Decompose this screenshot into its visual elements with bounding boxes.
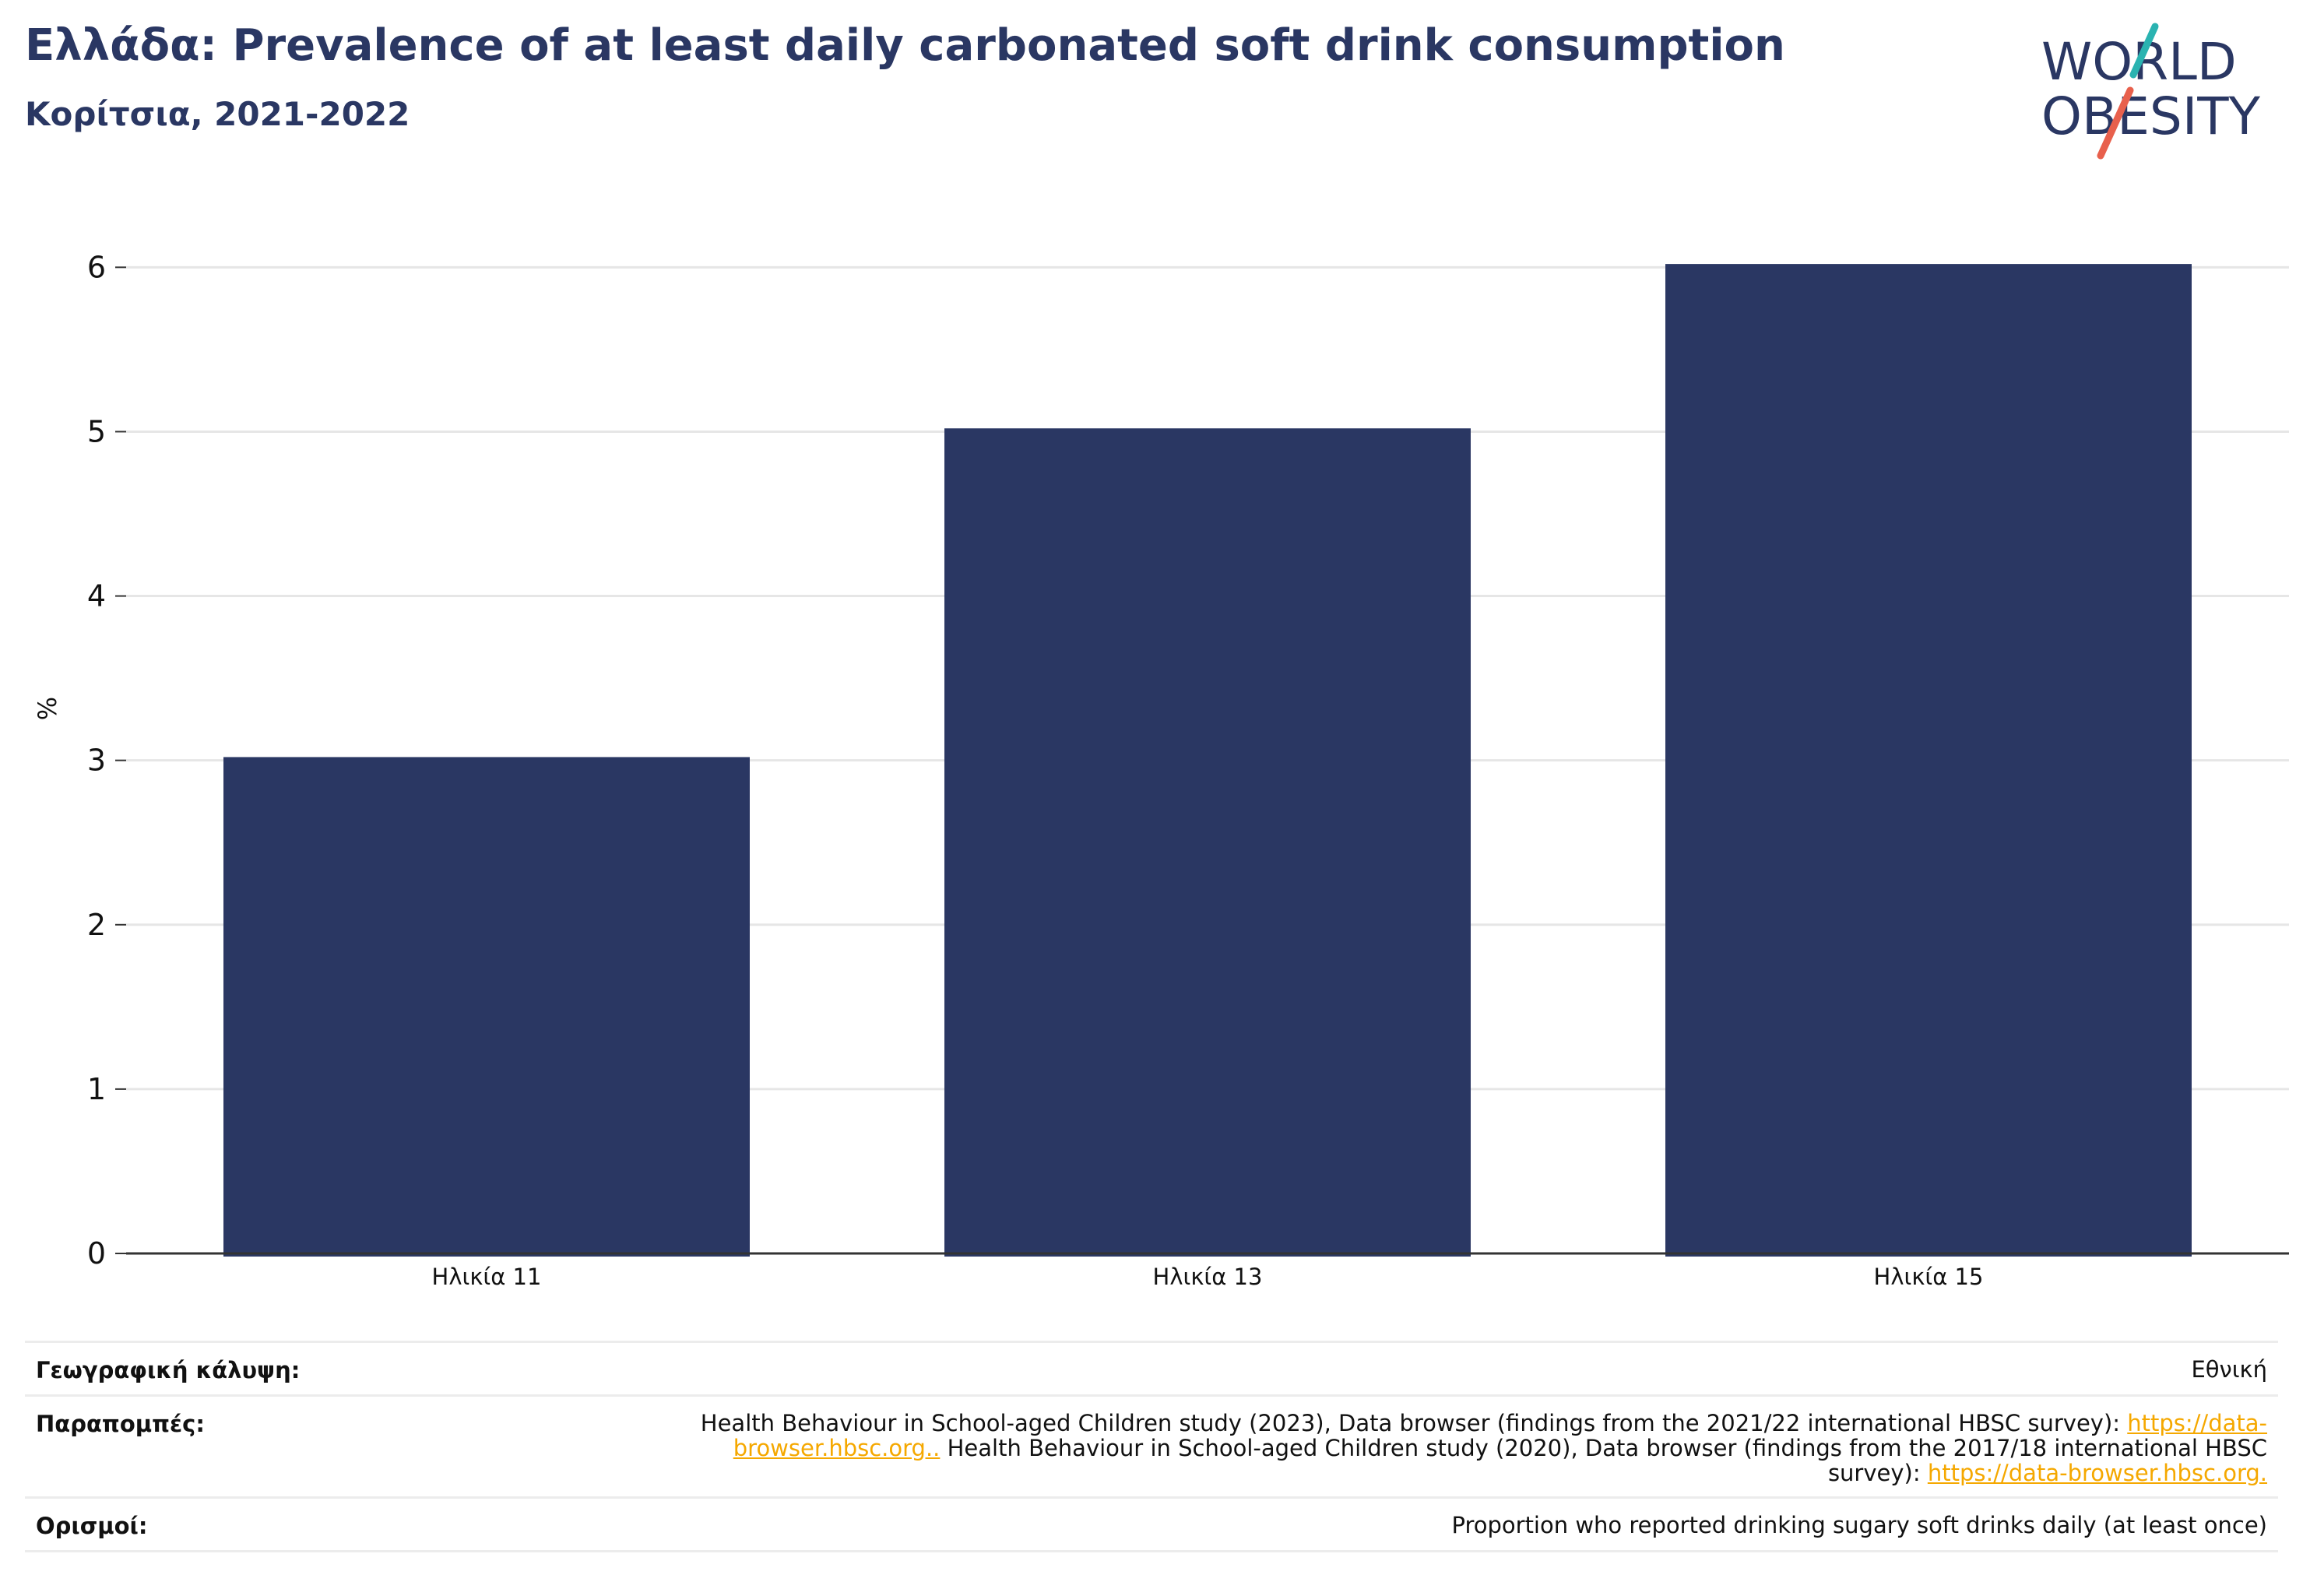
definitions-value: Proportion who reported drinking sugary …: [1451, 1512, 2267, 1538]
bar-2: [944, 428, 1471, 1257]
coverage-row: Γεωγραφική κάλυψη: Εθνική: [25, 1341, 2278, 1394]
chart-subtitle: Κορίτσια, 2021-2022: [25, 95, 410, 133]
coverage-label: Γεωγραφική κάλυψη:: [36, 1357, 301, 1383]
y-tick-label: 3: [87, 744, 106, 778]
logo-slash-coral-icon: [2097, 86, 2134, 160]
y-tick-label: 2: [87, 908, 106, 942]
x-category-label: Ηλικία 15: [1874, 1264, 1984, 1290]
x-axis-categories: Ηλικία 11 Ηλικία 13 Ηλικία 15: [432, 1264, 1984, 1290]
reference-2-text: Health Behaviour in School-aged Children…: [940, 1435, 2267, 1486]
y-axis-label: %: [33, 697, 62, 720]
bars: [223, 264, 2192, 1257]
y-axis-ticks: 0 1 2 3 4 5 6: [87, 250, 126, 1271]
definitions-label: Ορισμοί:: [36, 1513, 148, 1539]
world-obesity-logo: WORLD OBESITY: [2041, 23, 2261, 160]
x-category-label: Ηλικία 11: [432, 1264, 542, 1290]
x-category-label: Ηλικία 13: [1153, 1264, 1263, 1290]
y-tick-label: 0: [87, 1236, 106, 1271]
bar-3: [1665, 264, 2192, 1257]
y-tick-label: 4: [87, 579, 106, 613]
reference-1-link[interactable]: https://data-browser.hbsc.org..: [733, 1410, 2267, 1461]
logo-word-obesity: OBESITY: [2041, 86, 2261, 146]
metadata-table: Γεωγραφική κάλυψη: Εθνική Παραπομπές: He…: [25, 1341, 2278, 1552]
y-tick-label: 6: [87, 250, 106, 284]
chart-title: Ελλάδα: Prevalence of at least daily car…: [25, 20, 1785, 71]
bar-chart: 0 1 2 3 4 5 6 Ηλικία 11 Ηλικία 13 Ηλικία 15 %: [33, 250, 2289, 1290]
references-row: Παραπομπές: Health Behaviour in School-a…: [25, 1394, 2278, 1496]
reference-2-link[interactable]: https://data-browser.hbsc.org.: [1927, 1460, 2267, 1486]
y-tick-label: 5: [87, 414, 106, 448]
y-tick-label: 1: [87, 1072, 106, 1106]
logo-slash-teal-icon: [2129, 23, 2159, 79]
reference-1-text: Health Behaviour in School-aged Children…: [700, 1410, 2128, 1436]
definitions-row: Ορισμοί: Proportion who reported drinkin…: [25, 1496, 2278, 1552]
references-text: Health Behaviour in School-aged Children…: [648, 1411, 2267, 1485]
references-label: Παραπομπές:: [36, 1411, 205, 1437]
coverage-value: Εθνική: [2191, 1356, 2267, 1383]
bar-1: [223, 757, 750, 1257]
